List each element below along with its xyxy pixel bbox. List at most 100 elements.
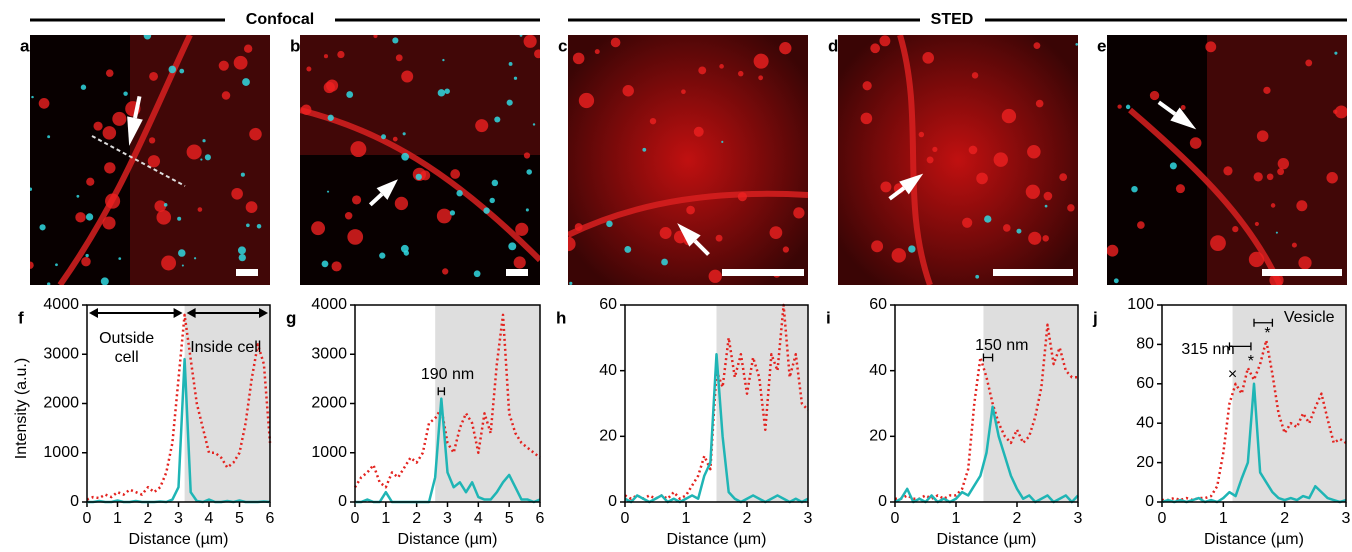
cyan-spot — [1075, 43, 1078, 46]
red-spot — [1256, 130, 1269, 142]
red-spot — [708, 269, 722, 283]
cyan-spot — [1169, 162, 1177, 170]
red-spot — [737, 192, 747, 202]
red-spot — [753, 53, 769, 69]
red-spot — [698, 66, 707, 75]
cyan-spot — [526, 169, 532, 175]
image-bg — [568, 35, 808, 285]
red-spot — [197, 207, 203, 212]
header-gap — [228, 10, 332, 30]
plot-frame — [86, 304, 271, 503]
red-spot — [686, 205, 695, 215]
image-content — [568, 37, 808, 285]
cyan-spot — [163, 203, 168, 207]
x-tick-label: 1 — [952, 510, 961, 527]
red-spot — [1248, 251, 1265, 268]
y-tick-label: 60 — [869, 296, 887, 313]
x-tick-label: 3 — [174, 510, 183, 527]
x-tick-label: 1 — [682, 510, 691, 527]
red-spot — [245, 201, 258, 213]
red-spot — [1137, 221, 1145, 229]
cyan-spot — [242, 78, 250, 86]
cell-body — [300, 35, 540, 155]
red-spot — [1149, 90, 1160, 101]
cyan-spot — [238, 253, 246, 262]
red-spot — [395, 54, 403, 62]
panel-letter: d — [828, 36, 838, 55]
cyan-spot — [489, 197, 495, 204]
red-spot — [1043, 191, 1053, 201]
y-tick-label: 60 — [1136, 375, 1154, 392]
red-spot — [1334, 105, 1347, 119]
red-spot — [1269, 273, 1284, 285]
x-tick-label: 3 — [443, 510, 452, 527]
arrow-shaft — [133, 95, 142, 119]
red-spot — [450, 169, 461, 179]
red-spot — [534, 49, 540, 59]
scale-bar — [1262, 269, 1342, 276]
y-tick-label: 20 — [869, 428, 887, 445]
cyan-spot — [193, 257, 197, 260]
red-spot — [515, 222, 529, 236]
red-spot — [1025, 184, 1040, 199]
red-spot — [436, 208, 452, 224]
x-tick-label: 0 — [351, 510, 360, 527]
membrane — [1128, 107, 1283, 285]
plot-frame — [624, 304, 809, 503]
cyan-spot — [491, 179, 499, 187]
y-tick-label: 40 — [1136, 414, 1154, 431]
cyan-spot — [532, 123, 536, 126]
cyan-spot — [55, 263, 58, 267]
red-spot — [715, 234, 723, 242]
cyan-spot — [508, 242, 517, 251]
annotation-box: * — [1248, 353, 1254, 370]
x-tick-label: 5 — [505, 510, 514, 527]
cyan-spot — [256, 223, 262, 229]
cyan-spot — [606, 220, 613, 228]
membrane — [897, 35, 933, 285]
x-tick-label: 3 — [1074, 510, 1083, 527]
red-spot — [572, 52, 585, 65]
red-spot — [147, 155, 161, 168]
red-spot — [523, 152, 531, 159]
red-spot — [737, 70, 744, 77]
cyan-spot — [1125, 104, 1131, 110]
x-tick-label: 2 — [412, 510, 421, 527]
panel-letter: g — [286, 308, 296, 327]
red-spot — [347, 229, 364, 245]
plot: 0 20 40 60 0 1 2 3 Distance (µm) h — [556, 296, 813, 548]
red-spot — [1180, 105, 1186, 110]
red-spot — [918, 131, 925, 138]
red-spot — [922, 52, 935, 64]
red-spot — [1067, 204, 1075, 212]
red-spot — [1263, 86, 1271, 95]
annotation: 315 nm — [1181, 340, 1235, 358]
red-spot — [218, 60, 229, 71]
cyan-spot — [178, 249, 186, 257]
arrow-head — [899, 173, 924, 195]
red-spot — [891, 248, 907, 263]
x-tick-label: 3 — [804, 510, 813, 527]
cyan-spot — [494, 116, 501, 123]
red-spot — [81, 256, 91, 267]
cyan-spot — [975, 274, 980, 279]
red-spot — [1277, 168, 1285, 176]
red-spot — [105, 193, 121, 209]
cyan-spot — [31, 95, 34, 99]
red-spot — [337, 50, 345, 59]
cyan-spot — [80, 84, 87, 90]
x-tick-label: 0 — [891, 510, 900, 527]
panel-letter: b — [290, 36, 300, 55]
plot: 0 20 40 60 80 100 0 1 2 3 Distance (µm) j 315 nm Vesi… — [1092, 296, 1351, 548]
y-tick-label: 0 — [878, 493, 887, 510]
header-confocal: Confocal — [246, 11, 314, 28]
data-line — [624, 353, 809, 504]
red-spot — [1277, 157, 1290, 170]
data-line — [86, 313, 272, 501]
y-tick-label: 4000 — [43, 296, 79, 313]
annotation-box: × — [1228, 366, 1237, 383]
y-tick-label: 0 — [608, 493, 617, 510]
red-spot — [1266, 173, 1274, 181]
